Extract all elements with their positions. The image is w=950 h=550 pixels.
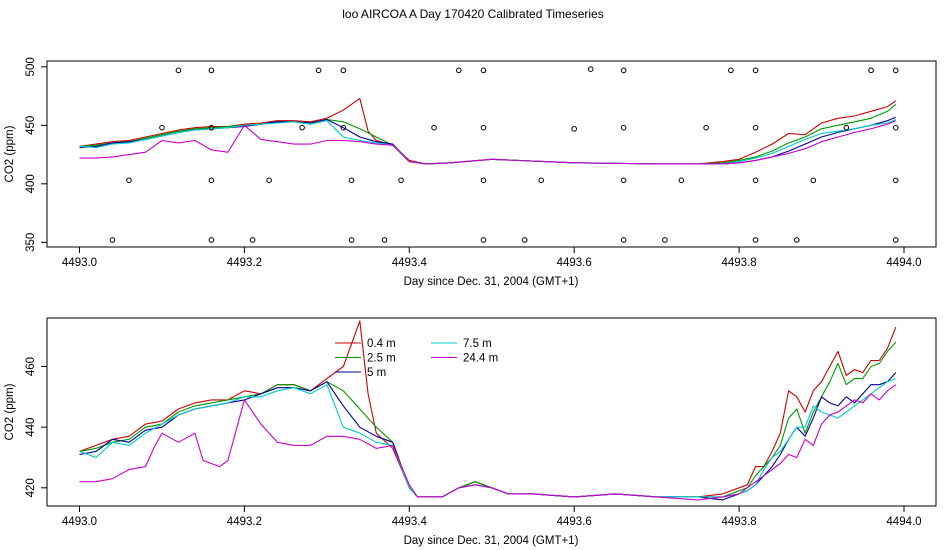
outlier-point [521, 237, 528, 243]
series-line-s04 [79, 97, 897, 165]
outlier-point [175, 67, 182, 74]
top-panel: 4493.0 4493.2 4493.4 4493.6 4493.8 4494.0 350 4… [4, 57, 937, 288]
outlier-point [480, 67, 487, 74]
series-lines [79, 97, 897, 165]
outlier-point [249, 237, 256, 243]
outlier-point [480, 237, 487, 243]
outlier-point [892, 237, 899, 243]
outlier-point [810, 177, 817, 184]
outlier-point [480, 177, 487, 184]
x-axis-label: Day since Dec. 31, 2004 (GMT+1) [404, 276, 579, 288]
outlier-point [538, 177, 545, 184]
outlier-point [752, 124, 759, 131]
outlier-point [843, 124, 850, 131]
x-tick-label: 4493.6 [557, 257, 592, 269]
outlier-point [620, 67, 627, 74]
plot-frame [46, 60, 937, 248]
outlier-point [571, 126, 578, 132]
outlier-point [109, 237, 116, 243]
outlier-point [662, 237, 668, 243]
outlier-point [678, 177, 685, 184]
y-tick-label: 440 [25, 418, 37, 437]
x-tick-label: 4493.2 [227, 516, 262, 528]
outlier-point [752, 177, 759, 184]
series-lines [79, 320, 897, 501]
bottom-panel: 4493.0 4493.2 4493.4 4493.6 4493.8 4494.0 420 4… [4, 317, 937, 547]
x-tick-label: 4493.4 [392, 257, 428, 269]
outlier-point [299, 124, 305, 131]
legend-label-b04: 0.4 m [367, 338, 396, 350]
y-axis-label: CO2 (ppm) [4, 125, 16, 182]
x-tick-label: 4493.8 [722, 516, 757, 528]
x-tick-label: 4494.0 [886, 516, 921, 528]
outlier-point [620, 237, 627, 243]
x-tick-label: 4493.0 [62, 257, 97, 269]
legend-label-b25: 2.5 m [367, 353, 396, 365]
legend-label-b244: 24.4 m [463, 353, 498, 365]
x-tick-label: 4493.2 [227, 257, 262, 269]
x-tick-label: 4494.0 [886, 257, 921, 269]
outlier-point [340, 67, 347, 74]
outlier-point [868, 67, 874, 74]
x-tick-label: 4493.4 [392, 516, 428, 528]
outlier-point [620, 124, 627, 131]
outlier-point [620, 177, 627, 184]
y-tick-label: 400 [25, 174, 37, 193]
y-tick-label: 420 [25, 478, 37, 497]
x-tick-label: 4493.8 [722, 257, 757, 269]
series-line-b75 [79, 378, 896, 498]
series-line-b25 [79, 341, 897, 498]
outlier-point [752, 237, 759, 243]
series-line-s75 [79, 118, 897, 165]
outlier-point [159, 124, 165, 131]
outlier-point [266, 177, 272, 184]
x-axis-label: Day since Dec. 31, 2004 (GMT+1) [404, 535, 579, 547]
outlier-point [208, 124, 215, 131]
outlier-point [315, 67, 322, 74]
outlier-point [348, 237, 355, 243]
outlier-point [892, 124, 899, 131]
outlier-point [703, 124, 709, 131]
series-line-s244 [79, 120, 897, 165]
outlier-point [208, 67, 215, 74]
outlier-point [126, 177, 132, 184]
outlier-point [728, 67, 734, 74]
series-line-b5 [79, 372, 897, 501]
outlier-point [794, 237, 800, 243]
outlier-point [587, 66, 594, 72]
x-tick-label: 4493.0 [62, 516, 97, 528]
x-tick-label: 4493.6 [557, 516, 592, 528]
outlier-point [892, 67, 899, 74]
plot-frame [46, 317, 937, 507]
outlier-point [752, 67, 759, 74]
chart-title: loo AIRCOA A Day 170420 Calibrated Times… [342, 7, 604, 21]
series-line-b244 [79, 384, 897, 501]
y-tick-label: 460 [25, 357, 37, 376]
y-tick-label: 450 [25, 116, 37, 135]
outlier-point [340, 124, 347, 131]
y-tick-label: 500 [25, 57, 37, 76]
y-axis-label: CO2 (ppm) [4, 383, 16, 440]
outlier-point [348, 177, 355, 184]
outlier-point [892, 177, 899, 184]
legend-label-b5: 5 m [367, 367, 386, 379]
outlier-point [381, 237, 388, 243]
outlier-point [208, 177, 215, 184]
legend-label-b75: 7.5 m [463, 338, 492, 350]
outlier-point [480, 124, 487, 131]
outlier-point [455, 67, 462, 74]
y-tick-label: 350 [25, 233, 37, 252]
outlier-point [208, 237, 215, 243]
outlier-point [431, 124, 437, 131]
series-line-s25 [79, 103, 897, 165]
outlier-point [398, 177, 404, 184]
